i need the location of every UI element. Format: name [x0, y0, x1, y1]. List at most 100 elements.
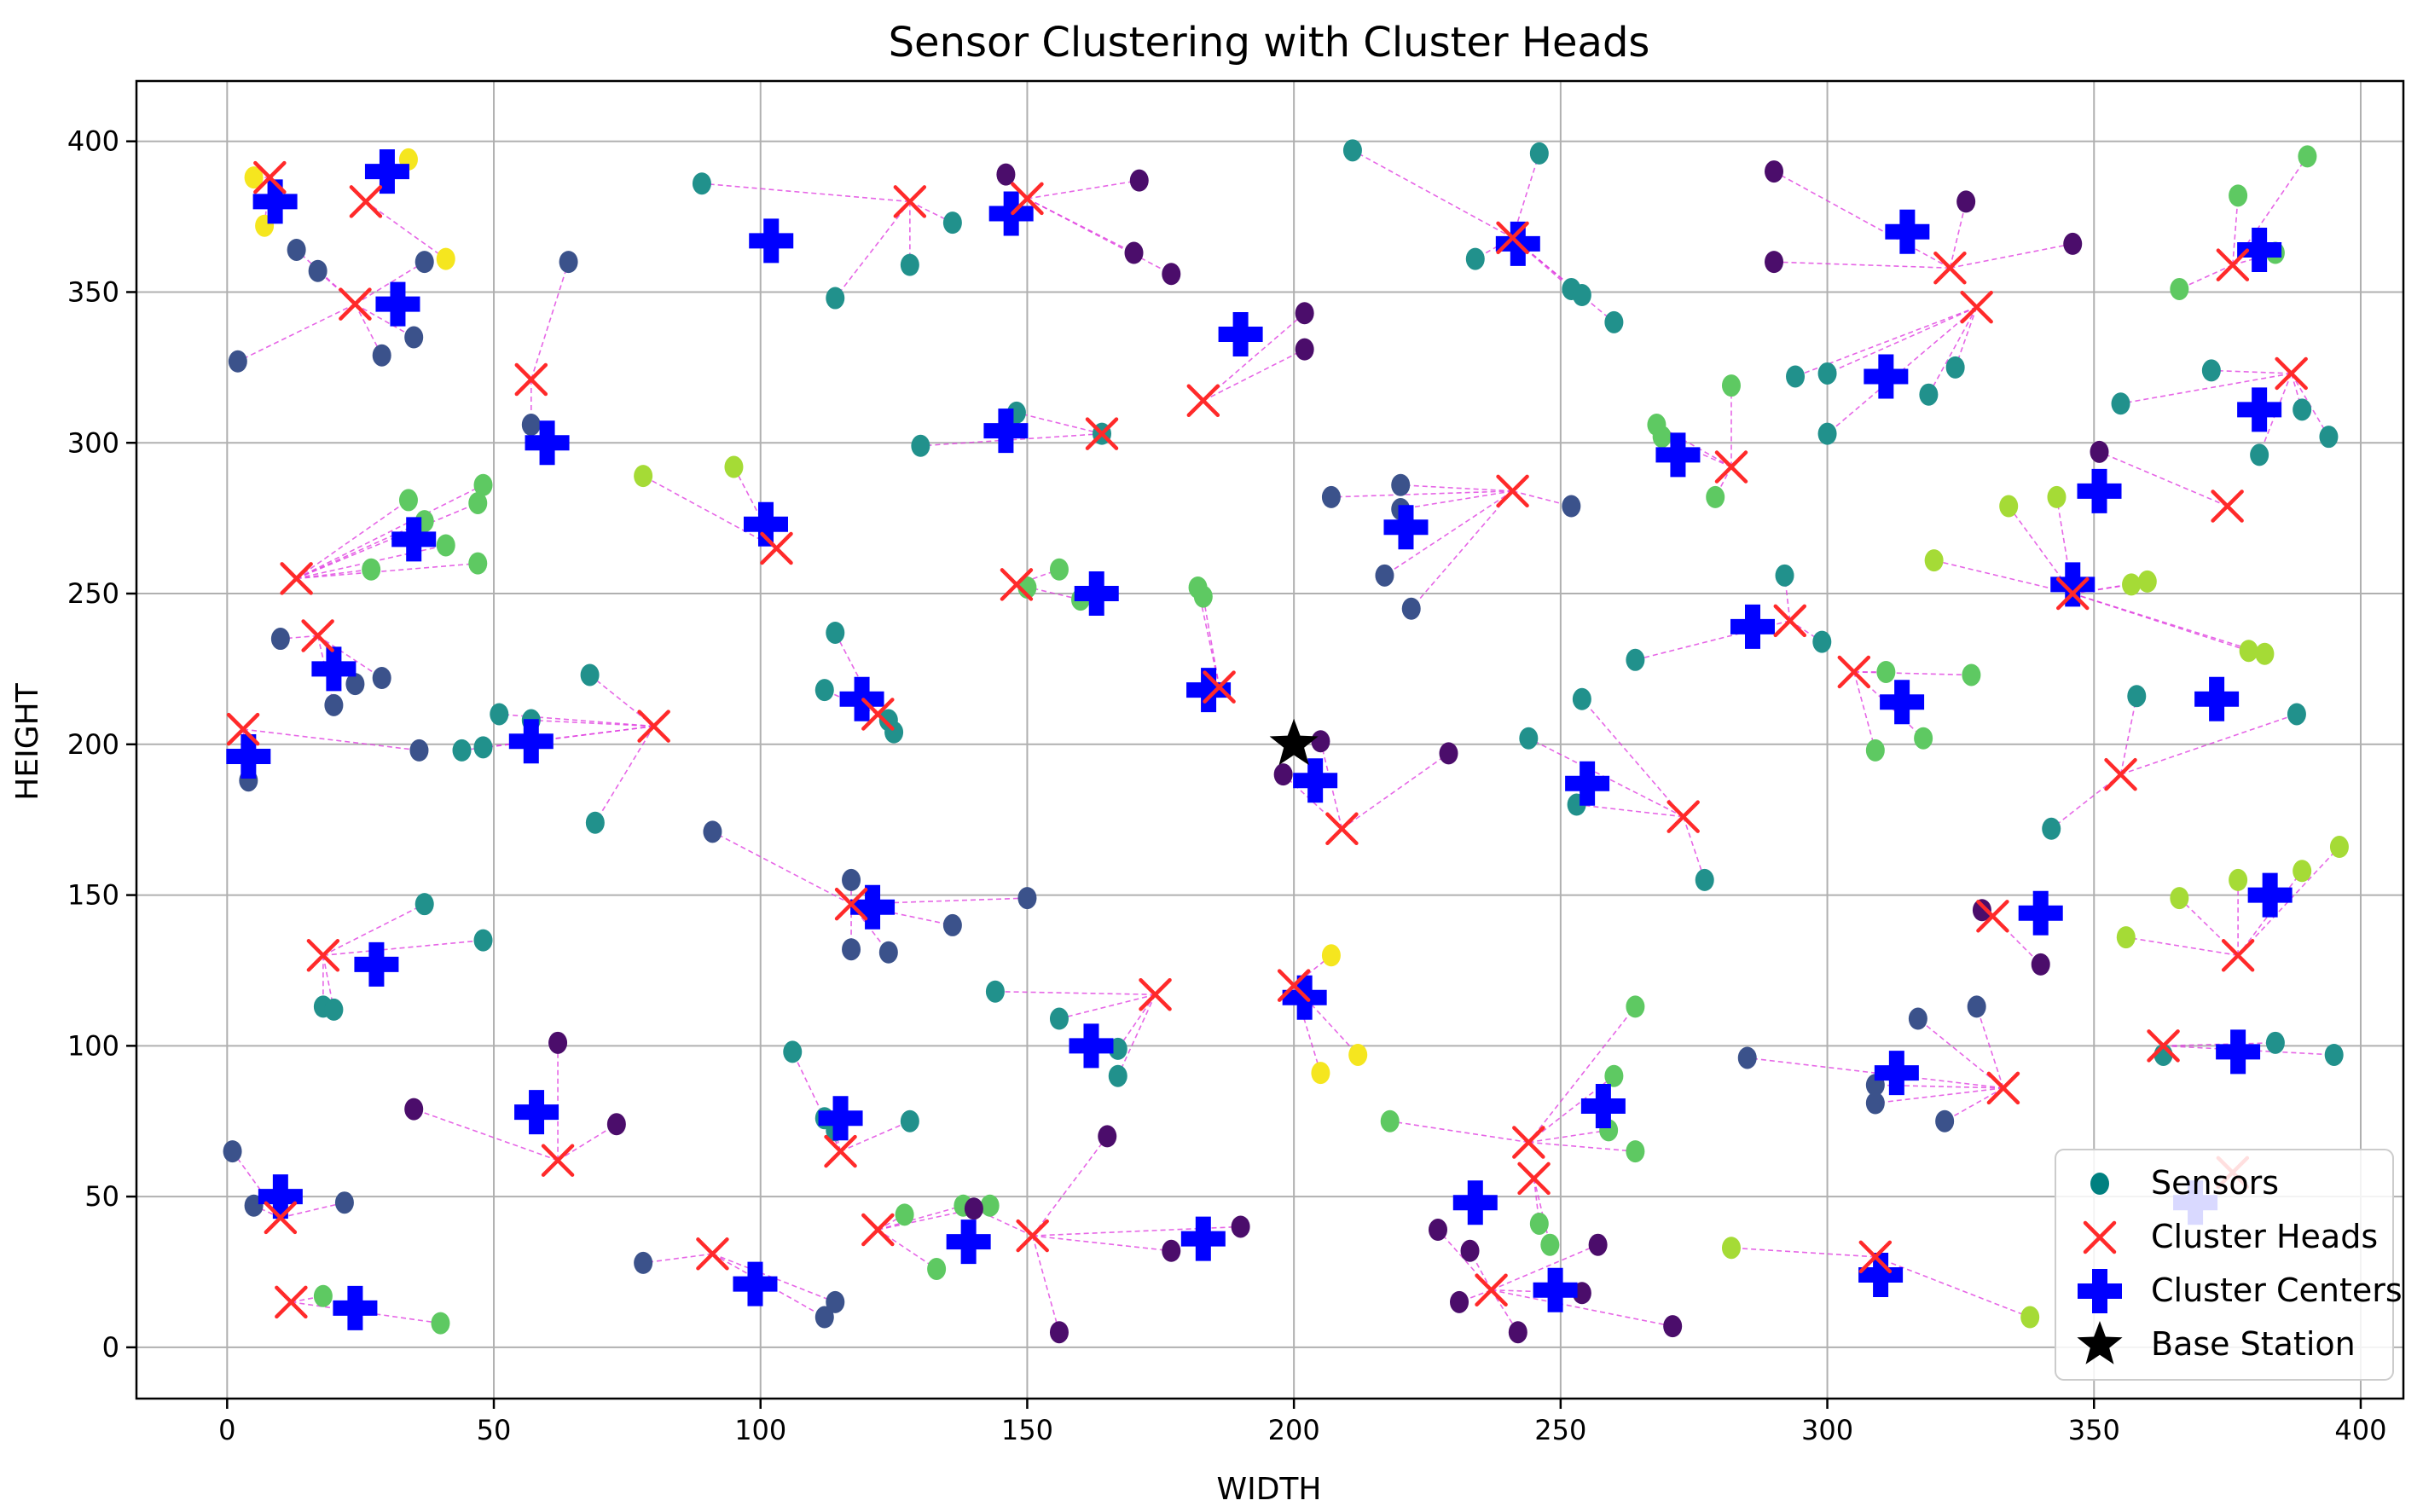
cluster-head-marker	[2055, 576, 2090, 611]
x-tick-label: 400	[2334, 1414, 2386, 1446]
sensor-point	[2287, 703, 2306, 726]
sensor-link	[834, 632, 879, 715]
sensor-point	[1775, 564, 1794, 587]
sensor-point	[1231, 1215, 1250, 1238]
sensor-link	[2125, 936, 2239, 957]
sensor-point	[372, 667, 391, 690]
cluster-head-stroke	[1517, 1162, 1551, 1196]
sensor-point	[409, 739, 429, 762]
cluster-head-stroke	[1203, 670, 1236, 704]
sensor-point	[1342, 139, 1362, 162]
sensor-point	[2250, 443, 2269, 466]
cluster-center-marker	[1293, 758, 1338, 803]
cluster-head-marker	[861, 1213, 895, 1247]
cluster-head-marker	[1186, 384, 1220, 418]
sensor-point	[2319, 426, 2339, 449]
sensor-link	[1293, 985, 1322, 1074]
sensor-link	[1528, 1141, 1636, 1152]
sensor-link	[557, 1123, 617, 1162]
sensor-point	[1695, 868, 1714, 891]
sensor-point	[313, 1284, 333, 1307]
sensor-point	[473, 929, 493, 952]
sensor-link	[2232, 195, 2239, 265]
sensor-link	[1875, 1087, 2004, 1104]
cluster-head-marker	[824, 1134, 857, 1168]
sensor-point	[334, 1191, 354, 1214]
cluster-center-marker	[525, 420, 570, 466]
sensor-point	[1311, 730, 1330, 753]
cluster-head-stroke	[2216, 248, 2250, 281]
cluster-center-marker	[2018, 890, 2063, 936]
cluster-head-stroke	[1186, 384, 1220, 418]
sensor-point	[1049, 1321, 1069, 1344]
sensor-link	[712, 831, 852, 905]
sensor-link	[1411, 490, 1514, 610]
sensor-point	[1295, 302, 1314, 325]
x-axis-label: WIDTH	[1217, 1472, 1322, 1507]
x-tick-label: 100	[734, 1414, 786, 1446]
legend-mark-sensor	[2090, 1173, 2109, 1195]
sensor-point	[1321, 944, 1341, 967]
tick-layer: 0 50 100 150 200 250 300 350 400 0 50 100 150 200 250 3…	[67, 125, 2387, 1446]
cluster-center-marker	[1655, 432, 1701, 478]
sensor-link	[322, 903, 426, 956]
sensor-link	[2050, 773, 2122, 830]
cluster-center-marker	[818, 1096, 863, 1141]
sensor-point	[287, 238, 306, 261]
sensor-link	[296, 520, 426, 580]
sensor-point	[2137, 570, 2157, 593]
sensor-link	[1027, 198, 1172, 275]
sensor-link	[834, 200, 911, 299]
x-tick-label: 250	[1534, 1414, 1586, 1446]
x-tick-label: 300	[1801, 1414, 1853, 1446]
cluster-head-stroke	[264, 1201, 298, 1235]
sensor-point	[964, 1197, 983, 1220]
sensor-link	[1117, 994, 1156, 1077]
cluster-head-stroke	[253, 160, 287, 194]
sensor-point	[724, 455, 744, 478]
sensor-link	[1352, 149, 1513, 239]
sensor-point	[1876, 660, 1896, 683]
y-tick-label: 250	[67, 577, 119, 610]
sensor-link	[355, 261, 426, 305]
sensor-point	[1572, 687, 1591, 710]
sensor-point	[1765, 160, 1784, 183]
sensor-point	[1817, 362, 1837, 385]
cluster-head-marker	[280, 562, 313, 595]
sensor-link	[2178, 264, 2234, 290]
sensor-link	[1512, 490, 1572, 507]
y-tick-label: 100	[67, 1029, 119, 1062]
sensor-point	[1721, 1237, 1741, 1260]
sensor-point	[1914, 727, 1933, 750]
cluster-head-marker	[696, 1237, 729, 1271]
sensor-link	[1293, 985, 1359, 1056]
sensor-point	[1967, 995, 1986, 1018]
sensor-point	[580, 663, 600, 686]
cluster-head-marker	[2216, 248, 2250, 281]
sensor-point	[473, 473, 493, 496]
sensor-point	[2111, 392, 2130, 415]
sensor-point	[244, 166, 264, 189]
sensor-link	[2120, 373, 2292, 405]
sensor-point	[1945, 356, 1965, 379]
sensor-point	[1865, 1092, 1885, 1115]
cluster-head-marker	[2221, 939, 2255, 972]
cluster-head-stroke	[1837, 655, 1871, 689]
sensor-link	[589, 674, 655, 727]
sensor-point	[1812, 630, 1832, 653]
cluster-head-stroke	[306, 939, 340, 972]
sensor-point	[2229, 184, 2248, 207]
sensor-link	[231, 1150, 281, 1219]
sensor-point	[345, 673, 365, 696]
legend-mark-cluster-center	[2078, 1269, 2122, 1313]
sensor-point	[1626, 648, 1645, 671]
sensor-link	[1528, 1129, 1609, 1144]
cluster-center-marker	[1885, 209, 1930, 254]
sensor-link	[237, 303, 356, 362]
cluster-head-marker	[1277, 969, 1311, 1002]
cluster-center-marker	[850, 884, 896, 930]
sensor-point	[559, 251, 578, 274]
head-layer	[226, 160, 2308, 1319]
sensor-point	[1295, 338, 1314, 361]
sensor-point	[1508, 1321, 1527, 1344]
